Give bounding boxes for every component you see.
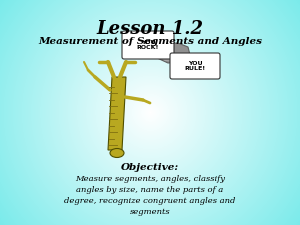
Text: Measure segments, angles, classify
angles by size, name the parts of a
degree, r: Measure segments, angles, classify angle… xyxy=(64,175,236,216)
Text: Measurement of Segments and Angles: Measurement of Segments and Angles xyxy=(38,37,262,46)
Text: Lesson 1.2: Lesson 1.2 xyxy=(97,20,203,38)
Polygon shape xyxy=(108,77,126,150)
FancyBboxPatch shape xyxy=(122,31,174,59)
Polygon shape xyxy=(158,55,180,61)
FancyBboxPatch shape xyxy=(170,53,220,79)
Text: Objective:: Objective: xyxy=(121,163,179,172)
Ellipse shape xyxy=(110,148,124,157)
Text: YOU
RULE!: YOU RULE! xyxy=(184,61,206,71)
Polygon shape xyxy=(153,43,190,63)
Text: YOU
ROCK!: YOU ROCK! xyxy=(137,40,159,50)
